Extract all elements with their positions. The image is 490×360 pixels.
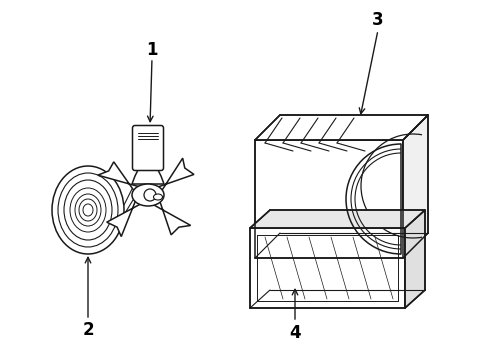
Polygon shape (405, 210, 425, 308)
Ellipse shape (153, 194, 163, 200)
Ellipse shape (132, 184, 164, 206)
Text: 1: 1 (146, 41, 158, 59)
Polygon shape (255, 115, 428, 140)
Polygon shape (403, 115, 428, 258)
Polygon shape (156, 158, 194, 194)
Polygon shape (107, 198, 142, 237)
Polygon shape (150, 200, 191, 235)
Polygon shape (250, 228, 405, 308)
Text: 4: 4 (289, 324, 301, 342)
Circle shape (144, 189, 156, 201)
Polygon shape (98, 162, 143, 192)
Text: 3: 3 (372, 11, 384, 29)
Polygon shape (255, 140, 403, 258)
Polygon shape (250, 210, 425, 228)
FancyBboxPatch shape (132, 126, 164, 171)
Polygon shape (132, 168, 164, 184)
Text: 2: 2 (82, 321, 94, 339)
